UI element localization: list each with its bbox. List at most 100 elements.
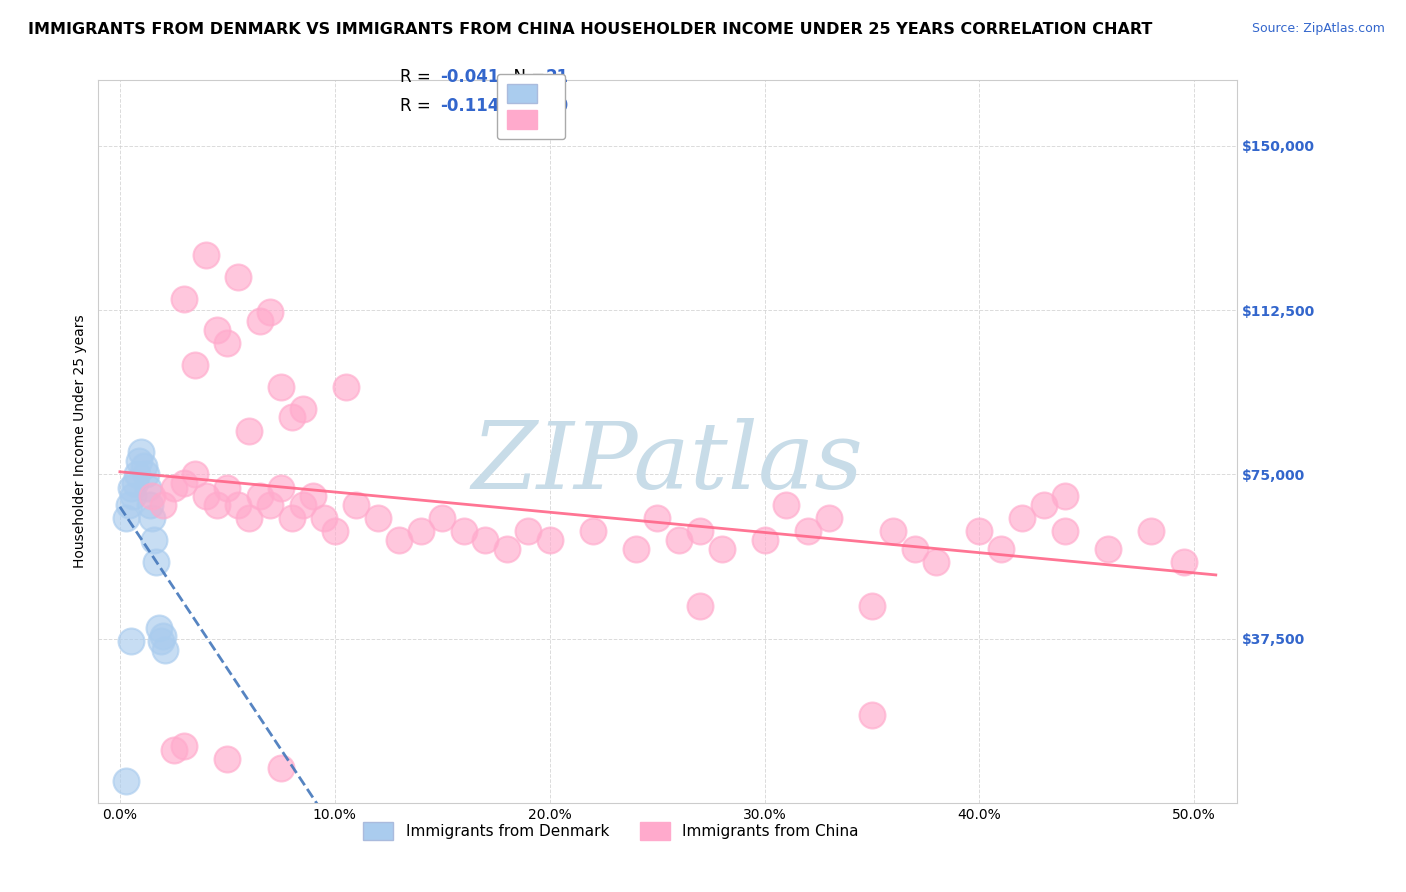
Point xyxy=(115,511,138,525)
Point xyxy=(302,489,325,503)
Point xyxy=(249,489,271,503)
Point xyxy=(148,621,170,635)
Point xyxy=(432,511,454,525)
Point xyxy=(775,498,797,512)
Point xyxy=(194,248,217,262)
Point xyxy=(249,314,271,328)
Point xyxy=(217,752,239,766)
Point xyxy=(754,533,776,547)
Point xyxy=(152,498,174,512)
Point xyxy=(291,498,314,512)
Point xyxy=(281,511,304,525)
Point xyxy=(152,629,174,643)
Text: R =: R = xyxy=(401,68,436,86)
Point xyxy=(689,524,711,539)
Point xyxy=(259,498,281,512)
Point xyxy=(582,524,605,539)
Point xyxy=(344,498,367,512)
Point xyxy=(145,555,167,569)
Text: 70: 70 xyxy=(546,96,569,114)
Point xyxy=(205,323,228,337)
Point xyxy=(217,481,239,495)
Point xyxy=(162,743,184,757)
Point xyxy=(904,541,927,556)
Point xyxy=(1097,541,1119,556)
Point xyxy=(925,555,948,569)
Point xyxy=(270,761,292,775)
Point xyxy=(668,533,690,547)
Point xyxy=(184,467,207,482)
Point xyxy=(689,599,711,613)
Point xyxy=(131,445,153,459)
Point xyxy=(128,454,150,468)
Point xyxy=(194,489,217,503)
Point xyxy=(1054,524,1077,539)
Point xyxy=(624,541,647,556)
Point xyxy=(226,498,249,512)
Point xyxy=(1173,555,1195,569)
Point xyxy=(796,524,818,539)
Point xyxy=(281,410,304,425)
Text: N =: N = xyxy=(503,68,550,86)
Point xyxy=(120,633,142,648)
Point xyxy=(969,524,991,539)
Point xyxy=(149,633,172,648)
Point xyxy=(132,458,155,473)
Text: -0.041: -0.041 xyxy=(440,68,499,86)
Legend: Immigrants from Denmark, Immigrants from China: Immigrants from Denmark, Immigrants from… xyxy=(357,816,865,846)
Point xyxy=(1032,498,1054,512)
Point xyxy=(367,511,389,525)
Point xyxy=(409,524,432,539)
Point xyxy=(205,498,228,512)
Text: ZIPatlas: ZIPatlas xyxy=(472,418,863,508)
Point xyxy=(474,533,496,547)
Point xyxy=(143,533,166,547)
Text: R =: R = xyxy=(401,96,436,114)
Point xyxy=(1011,511,1033,525)
Text: Source: ZipAtlas.com: Source: ZipAtlas.com xyxy=(1251,22,1385,36)
Point xyxy=(270,380,292,394)
Point xyxy=(1054,489,1077,503)
Point xyxy=(153,642,176,657)
Point xyxy=(860,599,883,613)
Point xyxy=(453,524,475,539)
Point xyxy=(127,467,149,482)
Point xyxy=(121,489,143,503)
Point xyxy=(259,305,281,319)
Point xyxy=(135,467,157,482)
Point xyxy=(226,270,249,285)
Point xyxy=(538,533,561,547)
Point xyxy=(124,476,146,491)
Point xyxy=(173,292,195,306)
Point xyxy=(117,498,139,512)
Point xyxy=(882,524,904,539)
Point xyxy=(818,511,841,525)
Point xyxy=(217,336,239,351)
Point xyxy=(1140,524,1163,539)
Point xyxy=(162,481,184,495)
Point xyxy=(238,424,260,438)
Text: IMMIGRANTS FROM DENMARK VS IMMIGRANTS FROM CHINA HOUSEHOLDER INCOME UNDER 25 YEA: IMMIGRANTS FROM DENMARK VS IMMIGRANTS FR… xyxy=(28,22,1153,37)
Point xyxy=(645,511,668,525)
Point xyxy=(238,511,260,525)
Point xyxy=(139,498,162,512)
Point xyxy=(860,708,883,723)
Text: 21: 21 xyxy=(546,68,569,86)
Point xyxy=(710,541,733,556)
Point xyxy=(120,481,142,495)
Text: N =: N = xyxy=(503,96,550,114)
Point xyxy=(141,511,163,525)
Point xyxy=(312,511,335,525)
Y-axis label: Householder Income Under 25 years: Householder Income Under 25 years xyxy=(73,315,87,568)
Point xyxy=(291,401,314,416)
Point xyxy=(323,524,346,539)
Point xyxy=(270,481,292,495)
Text: -0.114: -0.114 xyxy=(440,96,499,114)
Point xyxy=(115,773,138,788)
Point xyxy=(173,476,195,491)
Point xyxy=(388,533,411,547)
Point xyxy=(136,481,159,495)
Point xyxy=(184,358,207,372)
Point xyxy=(141,489,163,503)
Point xyxy=(495,541,517,556)
